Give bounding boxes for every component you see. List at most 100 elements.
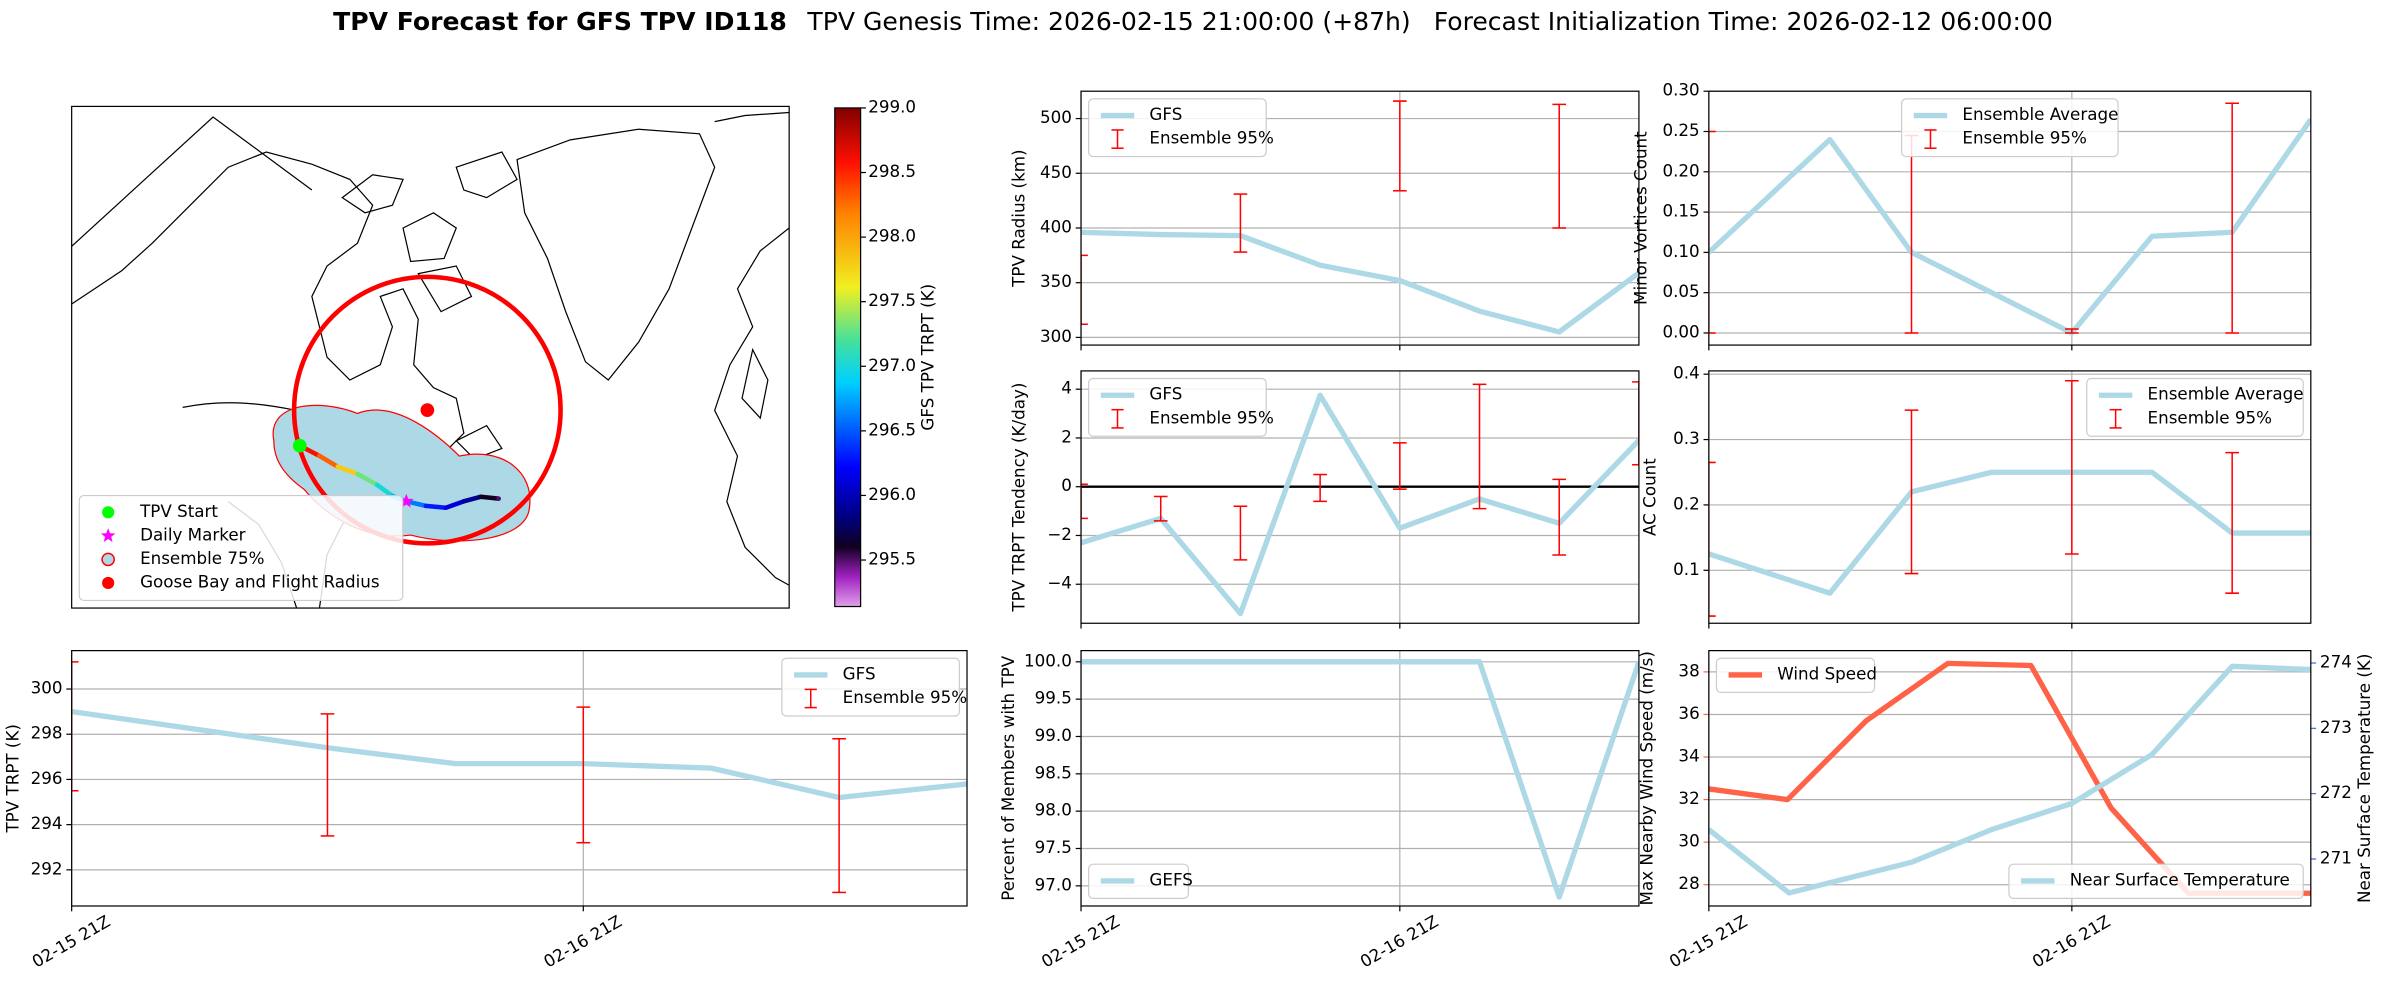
colorbar-tick-label: 298.0 (868, 226, 916, 246)
legend-swatch (102, 506, 115, 519)
colorbar-tick-label: 296.0 (868, 484, 916, 504)
legend-box (1715, 657, 1876, 694)
plot-area (1081, 381, 1639, 617)
plot-area (71, 661, 968, 894)
colorbar-tick-label: 297.5 (868, 290, 916, 310)
goose-bay (420, 403, 435, 417)
y-tick-label: 0.15 (1662, 201, 1699, 221)
y-tick-label: 0 (1061, 475, 1072, 495)
track-segment (355, 471, 380, 488)
y-tick-label: 100.0 (1024, 650, 1072, 670)
axes-frame (1080, 90, 1640, 346)
y-tick-label: 300 (31, 678, 63, 698)
y-tick-label: 500 (1040, 107, 1072, 127)
x-tick-label: 02-15 21Z (28, 911, 113, 972)
y-tick-label: 28 (1678, 873, 1699, 893)
line-series (1081, 229, 1639, 335)
legend-swatch (100, 528, 116, 543)
line-series (1708, 663, 2311, 896)
x-tick-label: 02-15 21Z (1666, 911, 1751, 972)
legend-swatch (101, 552, 115, 567)
legend-label: GFS (1149, 384, 1182, 404)
y2-tick-label: 273 (2320, 717, 2352, 737)
y-tick-label: 98.5 (1035, 762, 1072, 782)
map-frame (71, 105, 790, 609)
figure-subtitle: TPV Genesis Time: 2026-02-15 21:00:00 (+… (806, 7, 1410, 36)
y-tick-label: 32 (1678, 788, 1699, 808)
axes-frame (1708, 650, 2312, 907)
colorbar-tick-label: 297.0 (868, 355, 916, 375)
y-tick-label: 0.00 (1662, 321, 1699, 341)
y-axis-label: Percent of Members with TPV (998, 655, 1018, 901)
colorbar (834, 107, 862, 608)
y-tick-label: 0.2 (1673, 493, 1700, 513)
y-tick-label: 0.10 (1662, 241, 1699, 261)
y-tick-label: 294 (31, 813, 63, 833)
figure-title: TPV Forecast for GFS TPV ID118 (333, 7, 787, 36)
axes-frame (1708, 370, 2312, 624)
y-tick-label: 0.1 (1673, 559, 1700, 579)
plot-area (1081, 100, 1639, 335)
line-series (71, 708, 968, 801)
y-tick-label: 98.0 (1035, 800, 1072, 820)
axes-frame (71, 650, 968, 907)
track-segment (335, 464, 360, 477)
legend-label: Wind Speed (1777, 663, 1877, 683)
y-axis-label: TPV TRPT Tendency (K/day) (1009, 383, 1029, 613)
y-tick-label: 38 (1678, 660, 1699, 680)
y2-tick-label: 274 (2320, 652, 2352, 672)
y-tick-label: 300 (1040, 326, 1072, 346)
legend-label: TPV Start (139, 501, 218, 521)
legend-swatch (102, 576, 115, 590)
legend: GFS Ensemble 95% (1088, 98, 1274, 158)
track-segment (423, 503, 449, 511)
tpv-start (292, 438, 307, 453)
track-segment (316, 453, 340, 469)
y-tick-label: 400 (1040, 216, 1072, 236)
x-tick-label: 02-16 21Z (2029, 911, 2114, 972)
legend-box (78, 494, 404, 602)
x-tick-label: 02-15 21Z (1038, 911, 1123, 972)
y-tick-label: 450 (1040, 162, 1072, 182)
legend: GFS Ensemble 95% (1088, 377, 1274, 437)
flight-radius (291, 274, 563, 546)
y-axis-label: TPV Radius (km) (1009, 149, 1029, 287)
y-tick-label: 0.4 (1673, 363, 1700, 383)
legend-label: Ensemble Average (2148, 384, 2304, 404)
y-tick-label: 298 (31, 723, 63, 743)
line-series (1708, 117, 2311, 336)
y-tick-label: 2 (1061, 426, 1072, 446)
y-tick-label: 97.5 (1035, 837, 1072, 857)
legend-label: GFS (843, 663, 876, 683)
y-tick-label: 0.20 (1662, 160, 1699, 180)
y-tick-label: 99.5 (1035, 688, 1072, 708)
y-tick-label: 0.05 (1662, 281, 1699, 301)
legend: Wind Speed (1715, 657, 1877, 694)
track-segment (478, 494, 501, 501)
colorbar-tick-label: 295.5 (868, 549, 916, 569)
colorbar-tick-label: 298.5 (868, 161, 916, 181)
legend-box (1088, 863, 1189, 900)
x-tick-label: 02-16 21Z (1357, 911, 1442, 972)
legend: Near Surface Temperature (2008, 863, 2304, 900)
y-axis-label: Minor Vortices Count (1630, 131, 1650, 305)
legend-box (2086, 377, 2304, 437)
track-segment (461, 494, 483, 504)
line-series (1081, 659, 1639, 900)
y-tick-label: 4 (1061, 378, 1072, 398)
y-tick-label: 296 (31, 768, 63, 788)
y-tick-label: 97.0 (1035, 874, 1072, 894)
y-tick-label: 350 (1040, 271, 1072, 291)
y-tick-label: 292 (31, 858, 63, 878)
y-tick-label: 34 (1678, 746, 1699, 766)
y-axis-label: AC Count (1640, 458, 1660, 536)
y-tick-label: 36 (1678, 703, 1699, 723)
legend-label: Near Surface Temperature (2070, 869, 2290, 889)
legend-label: Ensemble 95% (2148, 407, 2272, 427)
legend-label: Goose Bay and Flight Radius (140, 571, 379, 591)
legend: GFS Ensemble 95% (781, 657, 967, 717)
y-tick-label: 0.25 (1662, 120, 1699, 140)
y2-axis-label: Near Surface Temperature (K) (2354, 654, 2374, 903)
